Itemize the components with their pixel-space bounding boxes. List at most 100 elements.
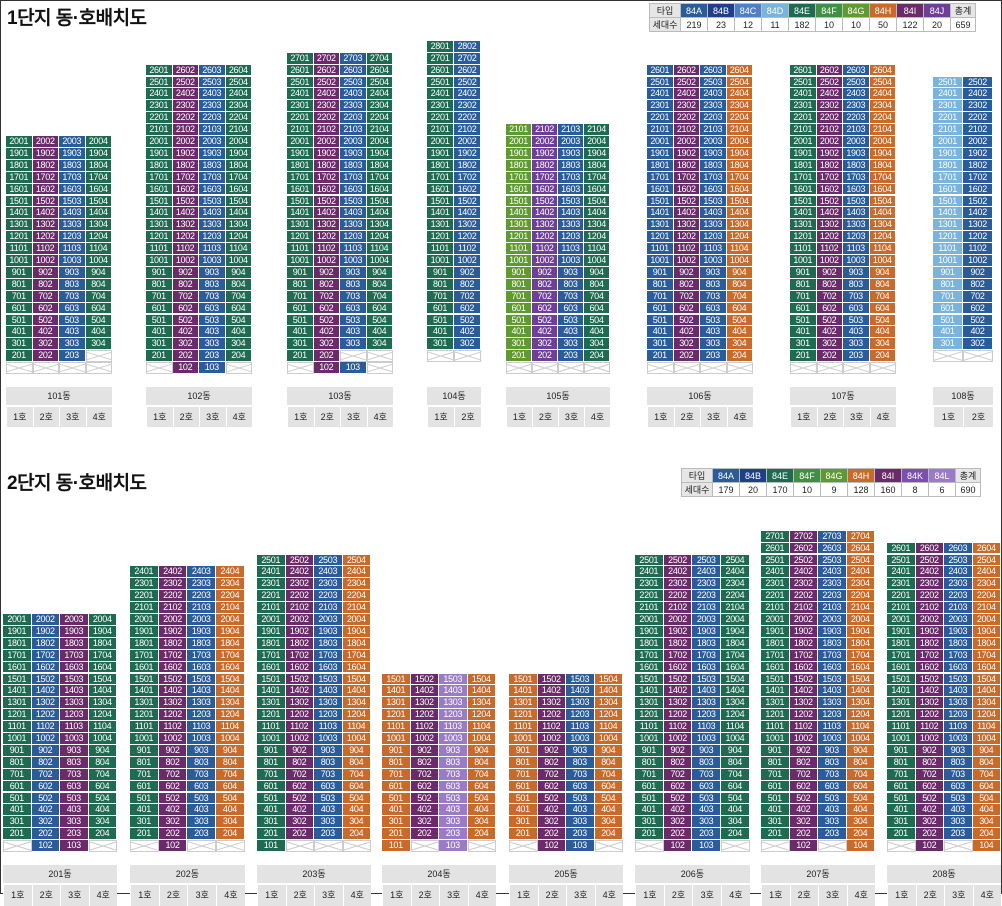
- unit-cell: 1903: [700, 147, 727, 160]
- unit-cell: 1401: [257, 685, 286, 698]
- unit-cell: 2501: [635, 554, 664, 567]
- unit-cell: 504: [216, 792, 245, 805]
- unit-cell: 1002: [313, 255, 340, 267]
- unit-cell: 401: [382, 804, 411, 817]
- unit-cell: 1703: [700, 171, 727, 184]
- legend-count-84F: 10: [815, 17, 843, 32]
- unit-cell: 403: [187, 804, 217, 817]
- unit-cell: 1601: [3, 661, 32, 674]
- unit-cell: 1104: [594, 721, 623, 733]
- unit-cell: 2604: [225, 64, 252, 77]
- unit-cell: 604: [594, 780, 623, 793]
- unit-cell: 2102: [816, 124, 843, 136]
- unit-cell: 801: [427, 278, 454, 291]
- unit-cell: 904: [216, 744, 245, 757]
- unit-cell: 403: [566, 804, 595, 817]
- unit-cell: 2302: [816, 100, 843, 113]
- unit-cell: 2402: [313, 88, 340, 101]
- unit-cell: 1002: [673, 255, 700, 267]
- unit-cell: 1102: [532, 243, 558, 255]
- unit-cell: 604: [584, 302, 610, 315]
- unit-cell: 2004: [88, 614, 117, 626]
- unit-cell: 1202: [673, 231, 700, 244]
- unit-cell: 2004: [972, 614, 1001, 626]
- unit-cell: 1204: [366, 231, 393, 244]
- unit-cell: 1504: [88, 673, 117, 686]
- unit-cell: 1802: [158, 637, 188, 650]
- unit-cell: 701: [647, 290, 674, 303]
- unit-cell: 1301: [790, 219, 817, 232]
- unit-cell: 1802: [532, 159, 558, 172]
- unit-cell: 1302: [663, 697, 693, 710]
- unit-cell: 1304: [721, 697, 750, 710]
- unit-cell: 704: [846, 768, 875, 781]
- unit-cell: 201: [509, 828, 538, 841]
- unit-cell: 1501: [287, 195, 314, 208]
- unit-cell: 601: [509, 780, 538, 793]
- unit-cell: 2504: [366, 76, 393, 89]
- unit-cell: 602: [313, 302, 340, 315]
- unit-cell: 903: [314, 744, 343, 757]
- unit-cell: 1802: [313, 159, 340, 172]
- unit-cell: 2003: [818, 614, 847, 626]
- unit-cell: 2501: [790, 76, 817, 89]
- unit-cell: 1303: [59, 219, 86, 232]
- unit-cell: 1201: [887, 709, 916, 722]
- unit-number-label: 1호: [287, 407, 314, 427]
- unit-cell: 1502: [673, 195, 700, 208]
- unit-cell: 1504: [366, 195, 393, 208]
- unit-cell: 1103: [700, 243, 727, 255]
- unit-cell: 1504: [721, 673, 750, 686]
- unit-cell: 904: [721, 744, 750, 757]
- unit-cell: 1004: [366, 255, 393, 267]
- unit-cell: 1004: [726, 255, 753, 267]
- unit-cell: 503: [340, 314, 367, 327]
- unit-cell: 303: [199, 338, 226, 351]
- unit-cell: 602: [915, 780, 944, 793]
- unit-cell: 503: [187, 792, 217, 805]
- unit-cell: 1001: [790, 255, 817, 267]
- unit-cell: 2601: [287, 64, 314, 77]
- unit-cell: 1702: [285, 649, 314, 662]
- unit-cell: 802: [31, 756, 60, 769]
- unit-cell: 2101: [647, 124, 674, 136]
- legend-count-84E: 170: [766, 482, 794, 497]
- legend-type-84A: 84A: [712, 468, 740, 483]
- unit-cell: 503: [818, 792, 847, 805]
- unit-cell: 2304: [726, 100, 753, 113]
- unit-cell: 2202: [158, 590, 188, 603]
- unit-cell: 2702: [454, 52, 481, 65]
- unit-cell: 1401: [887, 685, 916, 698]
- unit-cell: 504: [721, 792, 750, 805]
- unit-cell: 804: [594, 756, 623, 769]
- unit-cell: 1301: [287, 219, 314, 232]
- unit-cell: 2202: [454, 112, 481, 125]
- unit-cell: 1101: [146, 243, 173, 255]
- unit-cell: 504: [972, 792, 1001, 805]
- unit-cell: 1402: [285, 685, 314, 698]
- legend-type-84G: 84G: [842, 3, 870, 18]
- unit-cell: 1704: [88, 649, 117, 662]
- unit-cell: 1904: [225, 147, 252, 160]
- unit-cell: 901: [790, 266, 817, 279]
- unit-number-label: 1호: [790, 407, 817, 427]
- unit-cell: 202: [172, 350, 199, 363]
- unit-cell: 1501: [3, 673, 32, 686]
- unit-cell: 1603: [314, 661, 343, 674]
- unit-cell: 702: [454, 290, 481, 303]
- unit-cell: 2102: [673, 124, 700, 136]
- unit-cell: 902: [789, 744, 818, 757]
- unit-cell: 101: [382, 840, 411, 852]
- unit-cell: 2301: [635, 578, 664, 591]
- unit-cell: 1004: [869, 255, 896, 267]
- unit-cell: 803: [843, 278, 870, 291]
- unit-cell: 1104: [846, 721, 875, 733]
- unit-cell: 1902: [313, 147, 340, 160]
- unit-cell: 402: [285, 804, 314, 817]
- unit-number-label: 2호: [454, 407, 481, 427]
- legend-type-header: 타입: [649, 3, 681, 18]
- unit-cell: 303: [692, 816, 722, 829]
- unit-cell: 603: [692, 780, 722, 793]
- unit-cell: 1602: [172, 183, 199, 196]
- unit-cell: 2503: [818, 554, 847, 567]
